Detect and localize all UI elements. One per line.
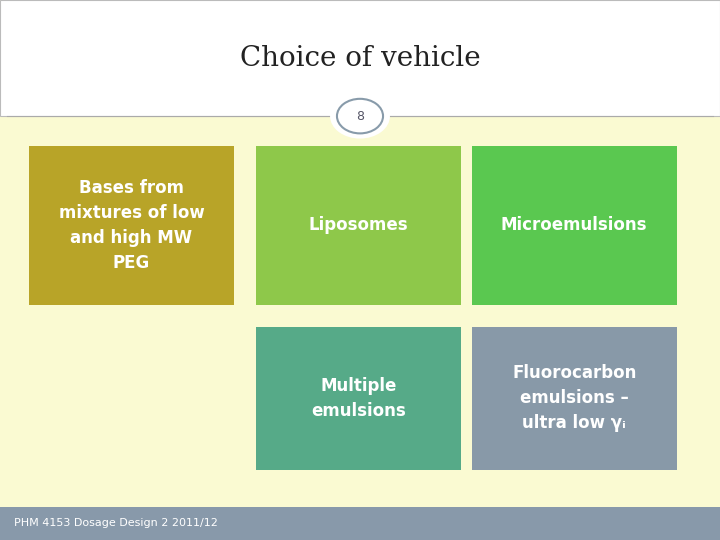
Circle shape [330, 93, 390, 139]
Text: Fluorocarbon
emulsions –
ultra low γᵢ: Fluorocarbon emulsions – ultra low γᵢ [512, 364, 636, 432]
Text: PHM 4153 Dosage Design 2 2011/12: PHM 4153 Dosage Design 2 2011/12 [14, 518, 218, 528]
FancyBboxPatch shape [472, 327, 677, 470]
FancyBboxPatch shape [256, 146, 461, 305]
Text: 8: 8 [356, 110, 364, 123]
Text: Multiple
emulsions: Multiple emulsions [311, 377, 405, 420]
FancyBboxPatch shape [472, 146, 677, 305]
FancyBboxPatch shape [0, 507, 720, 540]
Text: Bases from
mixtures of low
and high MW
PEG: Bases from mixtures of low and high MW P… [58, 179, 204, 272]
FancyBboxPatch shape [29, 146, 234, 305]
FancyBboxPatch shape [256, 327, 461, 470]
Text: Choice of vehicle: Choice of vehicle [240, 45, 480, 71]
Circle shape [337, 99, 383, 133]
FancyBboxPatch shape [0, 0, 720, 116]
Text: Microemulsions: Microemulsions [501, 217, 647, 234]
Text: Liposomes: Liposomes [308, 217, 408, 234]
